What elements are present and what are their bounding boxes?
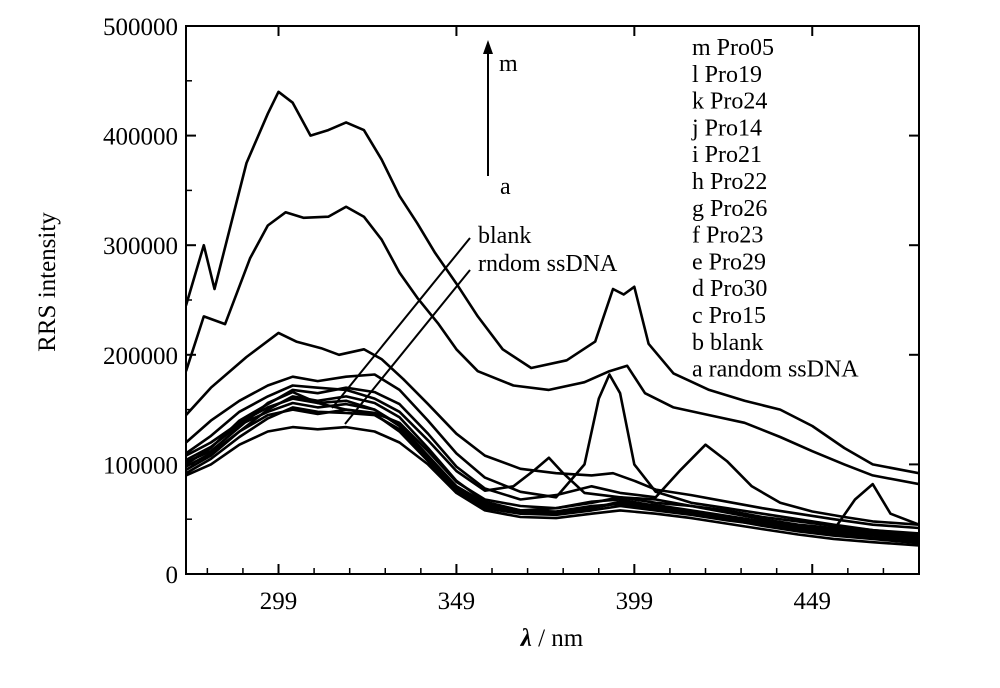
y-tick-label: 500000 xyxy=(103,14,178,41)
series-line-4 xyxy=(186,373,919,535)
series-line-13 xyxy=(186,425,919,547)
legend-entry: i Pro21 xyxy=(692,142,762,168)
series-line-12 xyxy=(186,397,919,545)
callout-random-ssdna: rndom ssDNA xyxy=(478,251,618,277)
callout-blank: blank xyxy=(478,223,531,249)
x-axis-symbol: λ xyxy=(520,625,532,652)
legend-entry: e Pro29 xyxy=(692,249,766,275)
callout-line-blank xyxy=(331,237,471,409)
legend-entry: j Pro14 xyxy=(691,115,762,141)
legend-entry: k Pro24 xyxy=(692,89,767,115)
legend-entry: c Pro15 xyxy=(692,303,766,329)
arrow-label-bottom: a xyxy=(500,174,511,200)
legend-entry: f Pro23 xyxy=(692,223,763,249)
arrow-label-top: m xyxy=(499,51,518,77)
legend-entry: b blank xyxy=(692,330,763,356)
series-line-8 xyxy=(186,390,919,538)
y-tick-label: 100000 xyxy=(103,452,178,479)
legend-entry: d Pro30 xyxy=(692,276,767,302)
y-tick-label: 300000 xyxy=(103,233,178,260)
legend-entry: h Pro22 xyxy=(692,169,767,195)
y-axis-label: RRS intensity xyxy=(34,212,61,352)
series-line-3 xyxy=(186,331,919,530)
x-tick-label: 449 xyxy=(794,588,832,615)
x-axis-label: λ / nm xyxy=(520,625,584,652)
series-line-2 xyxy=(186,205,919,486)
series-line-5 xyxy=(186,386,919,526)
trend-arrow-head xyxy=(483,40,493,54)
x-axis-unit: / nm xyxy=(538,625,584,652)
x-tick-label: 399 xyxy=(616,588,654,615)
legend-entry: m Pro05 xyxy=(692,35,774,61)
series-line-6 xyxy=(186,384,919,536)
y-tick-label: 0 xyxy=(166,562,179,589)
axis-ticks: 299 349 399 449 0 100000 200000 300000 400000 500… xyxy=(103,14,920,615)
legend-entry: g Pro26 xyxy=(692,196,767,222)
series-layer xyxy=(186,90,919,547)
legend-entry: a random ssDNA xyxy=(692,357,859,383)
y-tick-label: 400000 xyxy=(103,124,178,151)
x-tick-label: 299 xyxy=(260,588,298,615)
x-tick-label: 349 xyxy=(438,588,476,615)
callout-line-random-ssdna xyxy=(344,269,471,425)
legend-entry: l Pro19 xyxy=(692,62,762,88)
y-tick-label: 200000 xyxy=(103,343,178,370)
series-line-1 xyxy=(186,90,919,475)
